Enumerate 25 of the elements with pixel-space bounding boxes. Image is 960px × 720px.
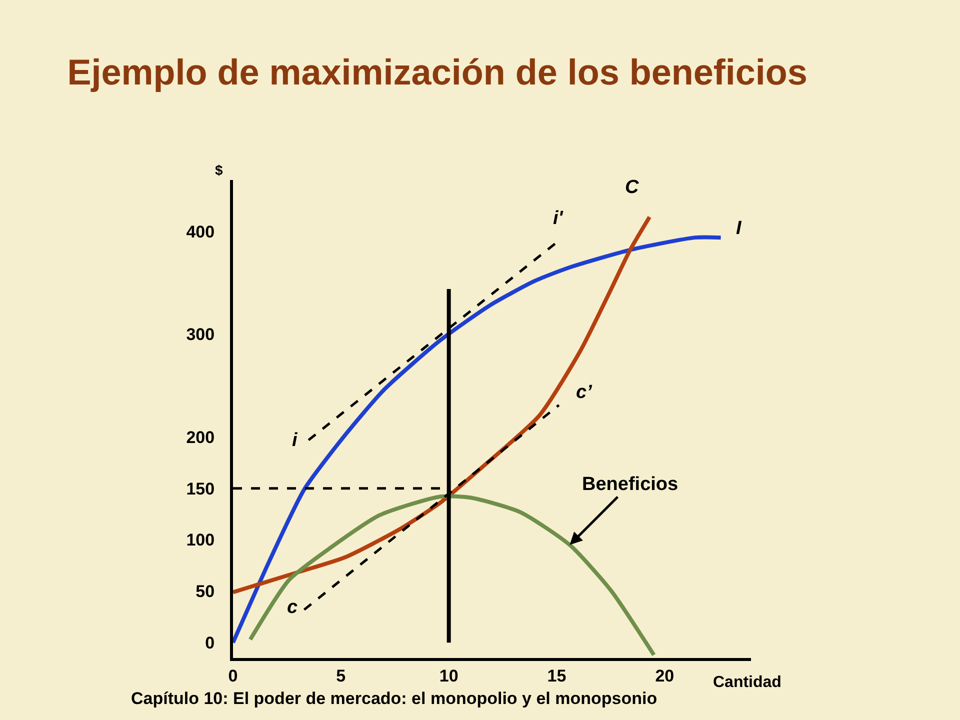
y-tick-label: 200 <box>186 428 215 447</box>
y-tick-label: 300 <box>186 325 215 344</box>
annotation: C <box>625 177 639 198</box>
annotation: c’ <box>576 382 593 403</box>
chart-title: Ejemplo de maximización de los beneficios <box>67 52 808 93</box>
x-tick-label: 15 <box>547 666 566 686</box>
y-tick-label: 150 <box>186 479 215 498</box>
line-series <box>248 494 656 657</box>
annotation: Beneficios <box>582 474 678 495</box>
line-series <box>233 235 723 645</box>
x-tick-label: 0 <box>228 666 238 686</box>
y-tick-label: 50 <box>196 582 215 602</box>
y-tick-label: 400 <box>186 222 215 242</box>
x-axis-title: Cantidad <box>713 674 782 691</box>
y-axis-title: $ <box>215 162 223 178</box>
x-tick-label: 10 <box>439 666 458 686</box>
x-tick-label: 5 <box>336 666 346 686</box>
annotation: I <box>736 218 742 239</box>
text: Capítulo 10: El poder de mercado: el monopolio y el monopsonio <box>131 689 658 708</box>
x-tick-label: 20 <box>655 666 674 686</box>
annotation: c <box>287 597 298 618</box>
annotation: i <box>292 430 298 451</box>
y-tick-label: 0 <box>205 634 215 653</box>
annotation: i' <box>553 208 564 229</box>
y-tick-label: 100 <box>186 530 215 550</box>
